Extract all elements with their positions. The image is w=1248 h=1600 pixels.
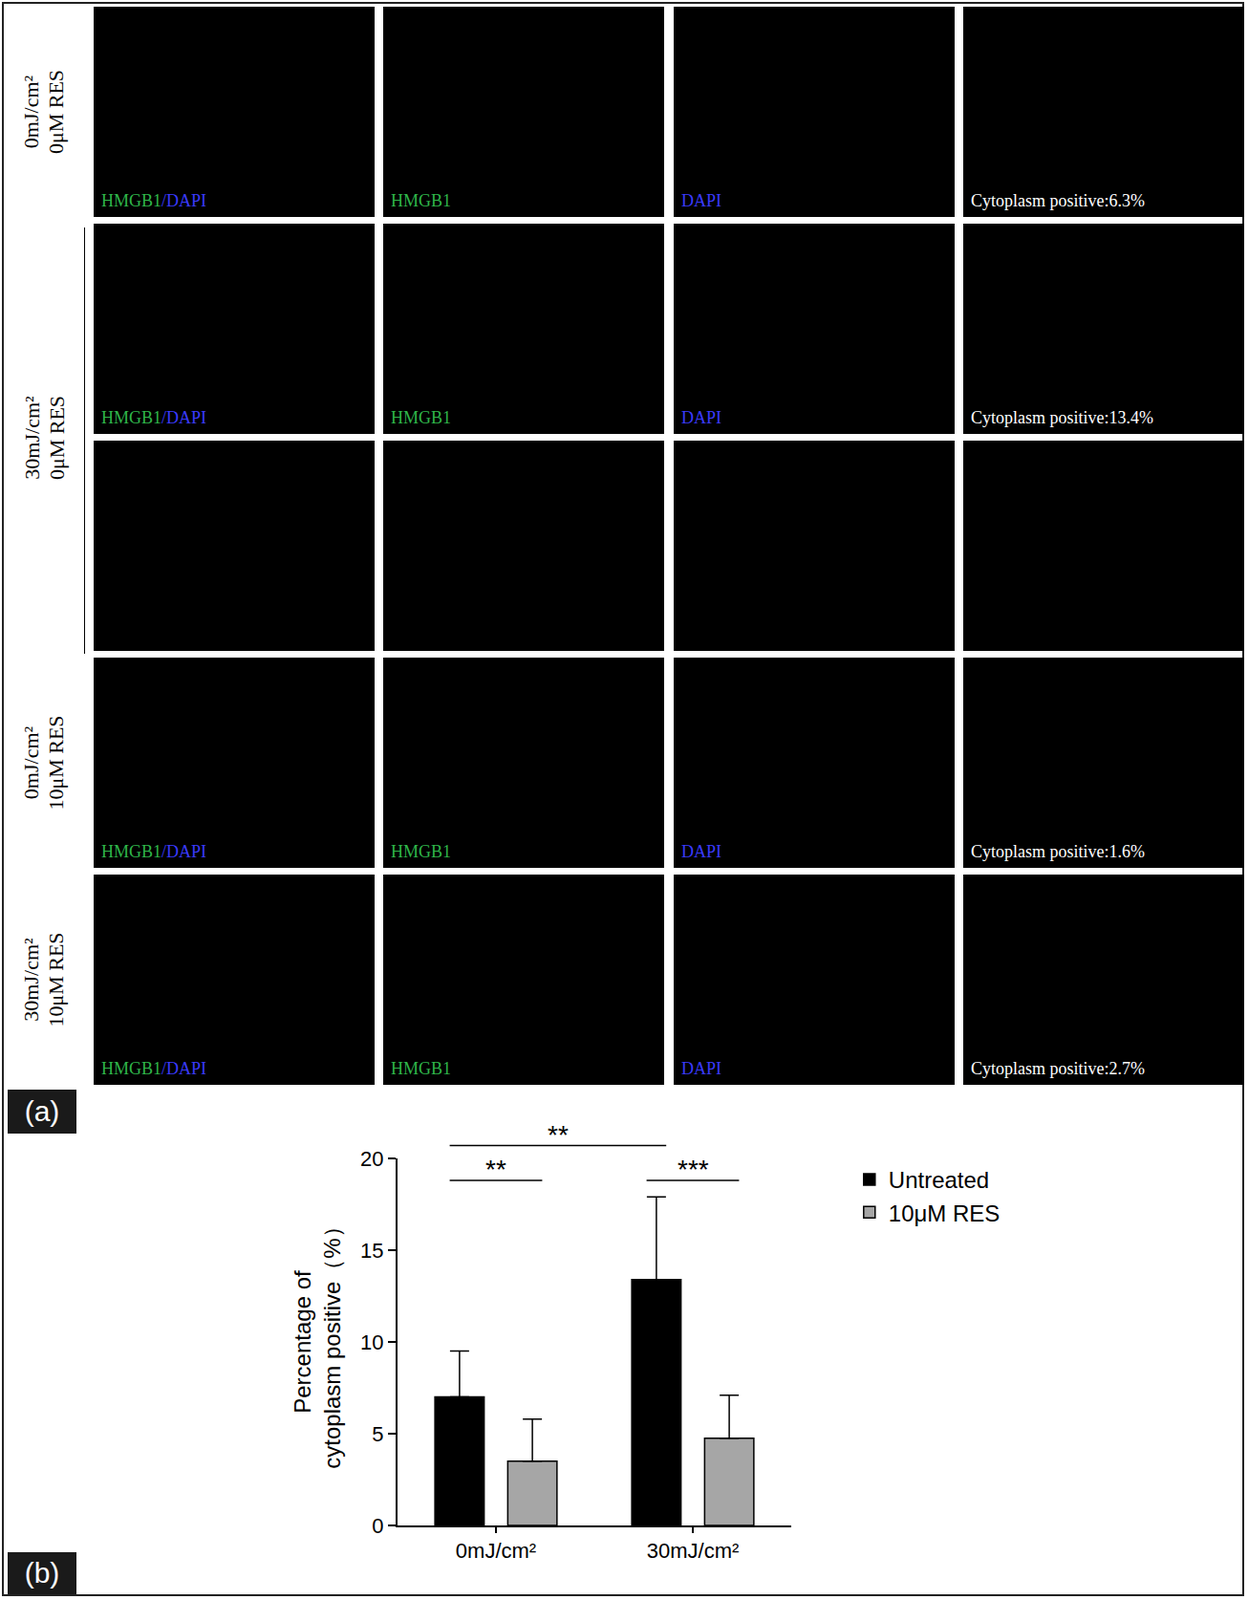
svg-text:0: 0 bbox=[371, 1513, 384, 1538]
html-text:10μM RES: 10μM RES bbox=[43, 715, 68, 810]
html-text:HMGB1: HMGB1 bbox=[390, 1058, 452, 1078]
svg-text:Percentage ofcytoplasm positiv: Percentage ofcytoplasm positive（%） bbox=[289, 1214, 345, 1468]
html-text:0mJ/cm²: 0mJ/cm² bbox=[19, 75, 44, 149]
html-text:HMGB1 /DAPI: HMGB1 /DAPI bbox=[101, 841, 207, 861]
html-text:30mJ/cm²: 30mJ/cm² bbox=[19, 395, 44, 479]
html-text:DAPI: DAPI bbox=[681, 191, 722, 211]
html-text:0μM RES: 0μM RES bbox=[43, 69, 68, 154]
html-text:(a): (a) bbox=[24, 1095, 60, 1127]
html-text:HMGB1 /DAPI: HMGB1 /DAPI bbox=[101, 408, 207, 428]
svg-text:5: 5 bbox=[371, 1421, 384, 1446]
html-text:HMGB1: HMGB1 bbox=[390, 408, 452, 428]
html-text:HMGB1: HMGB1 bbox=[390, 191, 452, 211]
html-text:Cytoplasm positive:6.3%: Cytoplasm positive:6.3% bbox=[970, 191, 1145, 211]
html-text:HMGB1: HMGB1 bbox=[390, 841, 452, 861]
html-text:DAPI: DAPI bbox=[681, 1058, 722, 1078]
svg-text:Untreated: Untreated bbox=[888, 1166, 990, 1193]
svg-text:15: 15 bbox=[360, 1238, 384, 1263]
html-text:HMGB1 /DAPI: HMGB1 /DAPI bbox=[101, 1058, 207, 1078]
html-text:30mJ/cm²: 30mJ/cm² bbox=[19, 937, 44, 1022]
svg-text:20: 20 bbox=[360, 1146, 384, 1171]
svg-text:**: ** bbox=[547, 1119, 569, 1150]
html-text:0μM RES: 0μM RES bbox=[43, 395, 68, 480]
html-text:DAPI: DAPI bbox=[681, 408, 722, 428]
svg-text:10: 10 bbox=[360, 1330, 384, 1355]
svg-text:**: ** bbox=[485, 1154, 507, 1184]
html-text:HMGB1 /DAPI: HMGB1 /DAPI bbox=[101, 191, 207, 211]
svg-text:30mJ/cm²: 30mJ/cm² bbox=[646, 1538, 740, 1563]
html-text:0mJ/cm²: 0mJ/cm² bbox=[19, 726, 44, 799]
svg-text:***: *** bbox=[677, 1154, 710, 1184]
html-text:(b): (b) bbox=[24, 1556, 60, 1589]
svg-text:0mJ/cm²: 0mJ/cm² bbox=[455, 1538, 537, 1563]
html-text:Cytoplasm positive:1.6%: Cytoplasm positive:1.6% bbox=[970, 841, 1145, 861]
html-text:DAPI: DAPI bbox=[681, 841, 722, 861]
svg-text:10μM RES: 10μM RES bbox=[888, 1200, 1001, 1227]
html-text:Cytoplasm positive:2.7%: Cytoplasm positive:2.7% bbox=[970, 1058, 1145, 1078]
html-text:10μM RES: 10μM RES bbox=[43, 932, 68, 1027]
html-text:Cytoplasm positive:13.4%: Cytoplasm positive:13.4% bbox=[970, 408, 1154, 428]
